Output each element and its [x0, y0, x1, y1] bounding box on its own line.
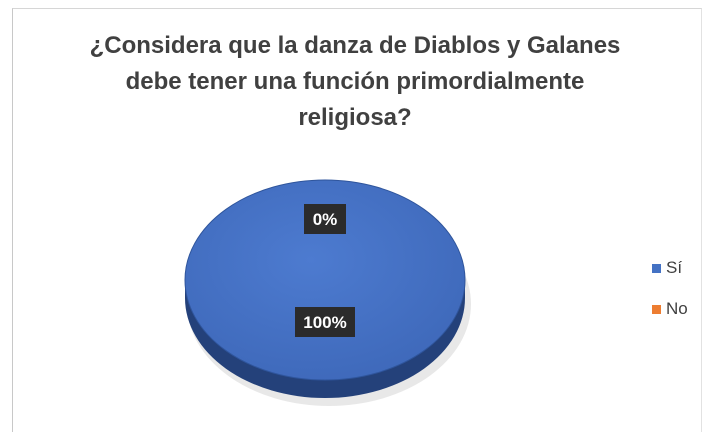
chart-title-line-1: ¿Considera que la danza de Diablos y Gal… — [89, 32, 621, 59]
chart-frame — [12, 8, 702, 432]
legend-label-no: No — [666, 299, 688, 318]
chart-legend: Sí No — [652, 256, 688, 338]
legend-item-si: Sí — [652, 256, 688, 280]
data-label-box — [295, 307, 355, 337]
chart-title-line-3: religiosa? — [298, 104, 412, 131]
chart-title: ¿Considera que la danza de Diablos y Gal… — [40, 28, 670, 136]
legend-swatch-si — [652, 263, 661, 273]
data-label-text: 100% — [303, 313, 346, 332]
legend-item-no: No — [652, 297, 688, 321]
legend-swatch-no — [652, 304, 661, 314]
data-label-si: 100% — [295, 307, 355, 337]
chart-title-line-2: debe tener una función primordialmente — [125, 68, 585, 95]
pie-side — [185, 280, 465, 398]
pie-slice-si — [184, 179, 466, 381]
legend-label-si: Sí — [666, 258, 683, 277]
data-label-no: 0% — [304, 204, 346, 234]
data-label-text: 0% — [313, 210, 338, 229]
data-label-box — [304, 204, 346, 234]
